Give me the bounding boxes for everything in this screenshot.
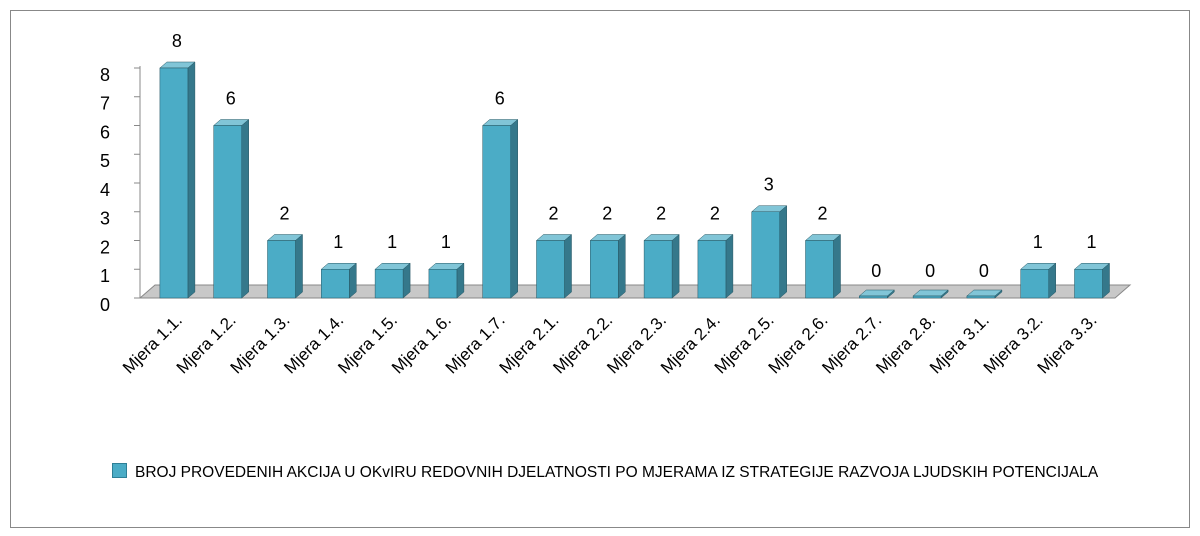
data-label: 3: [764, 175, 774, 195]
data-label: 2: [548, 203, 558, 223]
bar: [858, 289, 895, 299]
data-label: 8: [172, 31, 182, 51]
bar: [482, 118, 519, 299]
data-label: 6: [226, 88, 236, 108]
bar: [697, 233, 734, 299]
bar: [213, 118, 250, 299]
bar-side: [671, 233, 680, 299]
data-label: 1: [441, 232, 451, 252]
bar-front: [482, 125, 511, 299]
y-tick-label: 1: [100, 266, 110, 286]
y-tick-label: 0: [100, 295, 110, 315]
bar: [320, 262, 357, 299]
bar-front: [374, 269, 404, 299]
legend-label: BROJ PROVEDENIH AKCIJA U OKvIRU REDOVNIH…: [135, 464, 1099, 481]
bar-front: [1020, 269, 1049, 299]
legend: BROJ PROVEDENIH AKCIJA U OKvIRU REDOVNIH…: [112, 458, 1122, 488]
data-label: 0: [871, 261, 881, 281]
data-label: 2: [817, 203, 827, 223]
data-label: 6: [495, 88, 505, 108]
data-label: 0: [925, 261, 935, 281]
y-tick-label: 8: [100, 65, 110, 85]
data-label: 1: [333, 232, 343, 252]
bar-side: [618, 233, 626, 299]
bar-front: [643, 240, 673, 299]
bar-front: [213, 125, 242, 299]
bar-side: [295, 233, 303, 299]
data-label: 2: [279, 203, 289, 223]
bar-side: [833, 233, 841, 299]
bar-side: [725, 233, 734, 299]
data-label: 2: [656, 203, 666, 223]
bar: [804, 233, 842, 299]
data-label: 1: [1086, 232, 1096, 252]
data-label: 2: [710, 203, 720, 223]
y-tick-label: 7: [100, 94, 110, 114]
bar: [1020, 262, 1057, 299]
bar-side: [510, 118, 518, 299]
bar-front: [859, 295, 888, 299]
bar: [374, 262, 411, 299]
y-tick-label: 6: [100, 122, 110, 142]
bar-side: [564, 233, 572, 299]
bar-front: [321, 269, 350, 299]
data-label: 1: [387, 232, 397, 252]
bar-front: [590, 240, 619, 299]
bar-front: [751, 211, 780, 299]
bar-front: [428, 269, 458, 299]
bar-front: [267, 240, 296, 299]
bar-side: [241, 118, 249, 299]
bar-front: [697, 240, 727, 299]
bar: [159, 61, 196, 299]
bar: [428, 262, 465, 299]
bar: [1073, 262, 1111, 299]
bar: [266, 233, 304, 299]
legend-swatch: [112, 463, 127, 478]
y-tick-label: 4: [100, 180, 110, 200]
data-label: 1: [1033, 232, 1043, 252]
bar-front: [805, 240, 834, 299]
y-tick-label: 2: [100, 237, 110, 257]
bar-side: [779, 205, 787, 299]
bar: [912, 289, 949, 299]
data-label: 2: [602, 203, 612, 223]
bar-front: [912, 295, 942, 299]
bar: [589, 233, 626, 299]
bar-front: [159, 67, 189, 299]
bar-front: [536, 240, 565, 299]
bar-front: [966, 295, 996, 299]
bar-front: [1074, 269, 1103, 299]
bar-side: [187, 61, 196, 299]
y-tick-label: 5: [100, 151, 110, 171]
bar: [751, 205, 788, 299]
bar: [643, 233, 680, 299]
bar: [535, 233, 573, 299]
bar: [966, 289, 1003, 299]
data-label: 0: [979, 261, 989, 281]
y-tick-label: 3: [100, 209, 110, 229]
